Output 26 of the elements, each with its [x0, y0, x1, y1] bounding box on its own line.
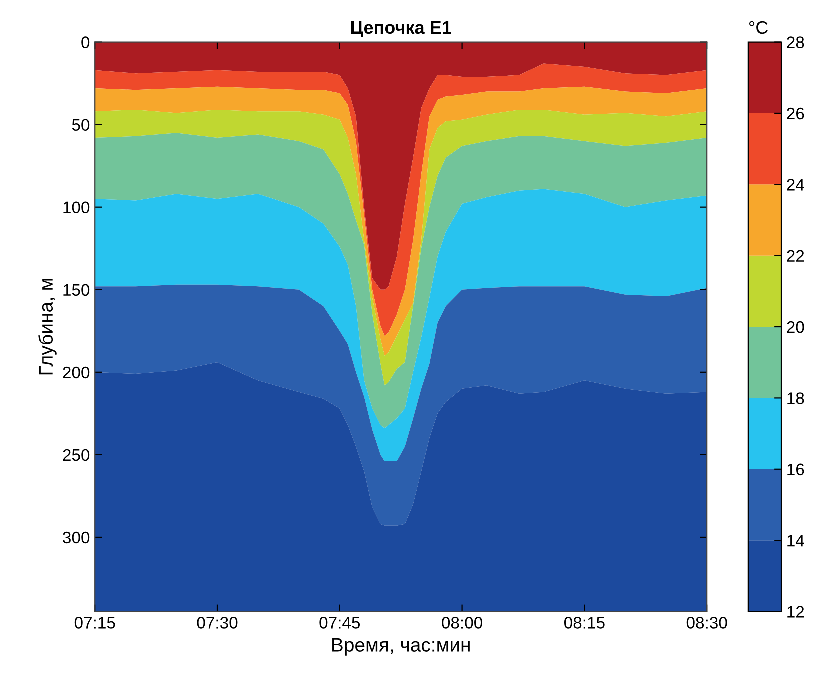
color-bar-label: 24: [787, 179, 804, 191]
chart-title: Цепочка E1: [352, 22, 452, 38]
y-tick-label: 0: [82, 36, 90, 48]
x-tick-label: 08:30: [686, 617, 728, 629]
x-tick-label: 07:30: [197, 617, 238, 629]
color-bar-label: 22: [787, 250, 804, 262]
color-bar-label: 28: [787, 36, 804, 48]
color-bar-label: 26: [787, 108, 804, 120]
x-tick-label: 07:45: [320, 617, 360, 629]
y-tick-label: 50: [72, 119, 90, 132]
y-tick-label: 100: [64, 202, 90, 214]
y-tick-label: 250: [63, 449, 90, 462]
color-bar-label: 16: [788, 464, 804, 476]
color-bar-label: 12: [788, 606, 804, 618]
y-tick-label: 150: [64, 284, 90, 296]
color-bar-label: 14: [788, 535, 804, 547]
x-tick-label: 08:00: [442, 617, 482, 629]
x-tick-label: 08:15: [564, 617, 605, 629]
x-tick-label: 07:15: [74, 617, 116, 629]
color-bar-label: 20: [787, 321, 804, 334]
y-axis-title: Глубина, м: [38, 279, 57, 375]
x-axis-title: Время, час:мин: [332, 638, 470, 656]
color-bar-label: 18: [788, 392, 804, 404]
y-tick-label: 200: [63, 366, 90, 379]
color-bar-title: °C: [750, 21, 768, 34]
y-tick-label: 300: [63, 532, 90, 544]
